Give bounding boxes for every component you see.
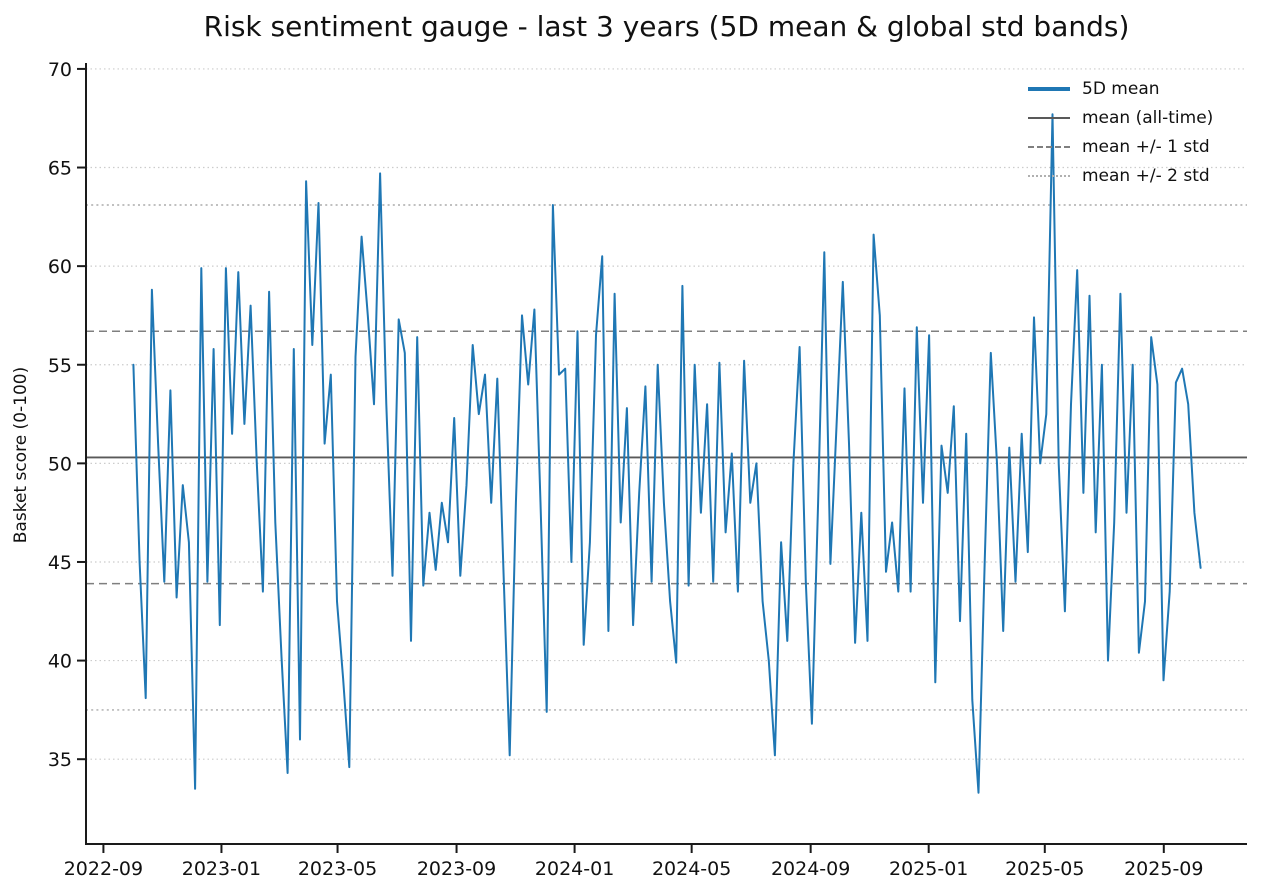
x-tick-label: 2024-01 bbox=[535, 858, 614, 880]
legend-item-mean-1std: mean +/- 1 std bbox=[1028, 132, 1213, 161]
legend: 5D mean mean (all-time) mean +/- 1 std m… bbox=[1028, 74, 1213, 190]
legend-line-sample-1std bbox=[1028, 145, 1070, 148]
y-tick-label: 55 bbox=[48, 355, 72, 377]
x-tick-label: 2022-09 bbox=[64, 858, 143, 880]
chart-title: Risk sentiment gauge - last 3 years (5D … bbox=[203, 10, 1130, 43]
y-tick-label: 40 bbox=[48, 651, 72, 673]
y-tick-label: 70 bbox=[48, 59, 72, 81]
legend-label: mean +/- 1 std bbox=[1082, 136, 1210, 157]
legend-item-5d-mean: 5D mean bbox=[1028, 74, 1213, 103]
y-tick-label: 65 bbox=[48, 158, 72, 180]
y-tick-label: 45 bbox=[48, 552, 72, 574]
x-tick-label: 2025-01 bbox=[889, 858, 968, 880]
y-tick-label: 35 bbox=[48, 749, 72, 771]
y-tick-label: 50 bbox=[48, 453, 72, 475]
legend-line-sample-mean bbox=[1028, 116, 1070, 119]
x-tick-label: 2025-09 bbox=[1124, 858, 1203, 880]
x-tick-label: 2023-09 bbox=[417, 858, 496, 880]
legend-label: 5D mean bbox=[1082, 78, 1160, 99]
x-tick-label: 2023-01 bbox=[182, 858, 261, 880]
y-tick-label: 60 bbox=[48, 256, 72, 278]
legend-line-sample-2std bbox=[1028, 174, 1070, 177]
x-tick-label: 2025-05 bbox=[1005, 858, 1084, 880]
x-tick-label: 2024-05 bbox=[652, 858, 731, 880]
legend-line-sample-5d-mean bbox=[1028, 86, 1070, 91]
x-tick-label: 2024-09 bbox=[771, 858, 850, 880]
legend-label: mean (all-time) bbox=[1082, 107, 1214, 128]
x-tick-label: 2023-05 bbox=[298, 858, 377, 880]
legend-item-mean-2std: mean +/- 2 std bbox=[1028, 161, 1213, 190]
legend-label: mean +/- 2 std bbox=[1082, 165, 1210, 186]
legend-item-mean-all-time: mean (all-time) bbox=[1028, 103, 1213, 132]
series-line-5d-mean bbox=[132, 113, 1202, 794]
